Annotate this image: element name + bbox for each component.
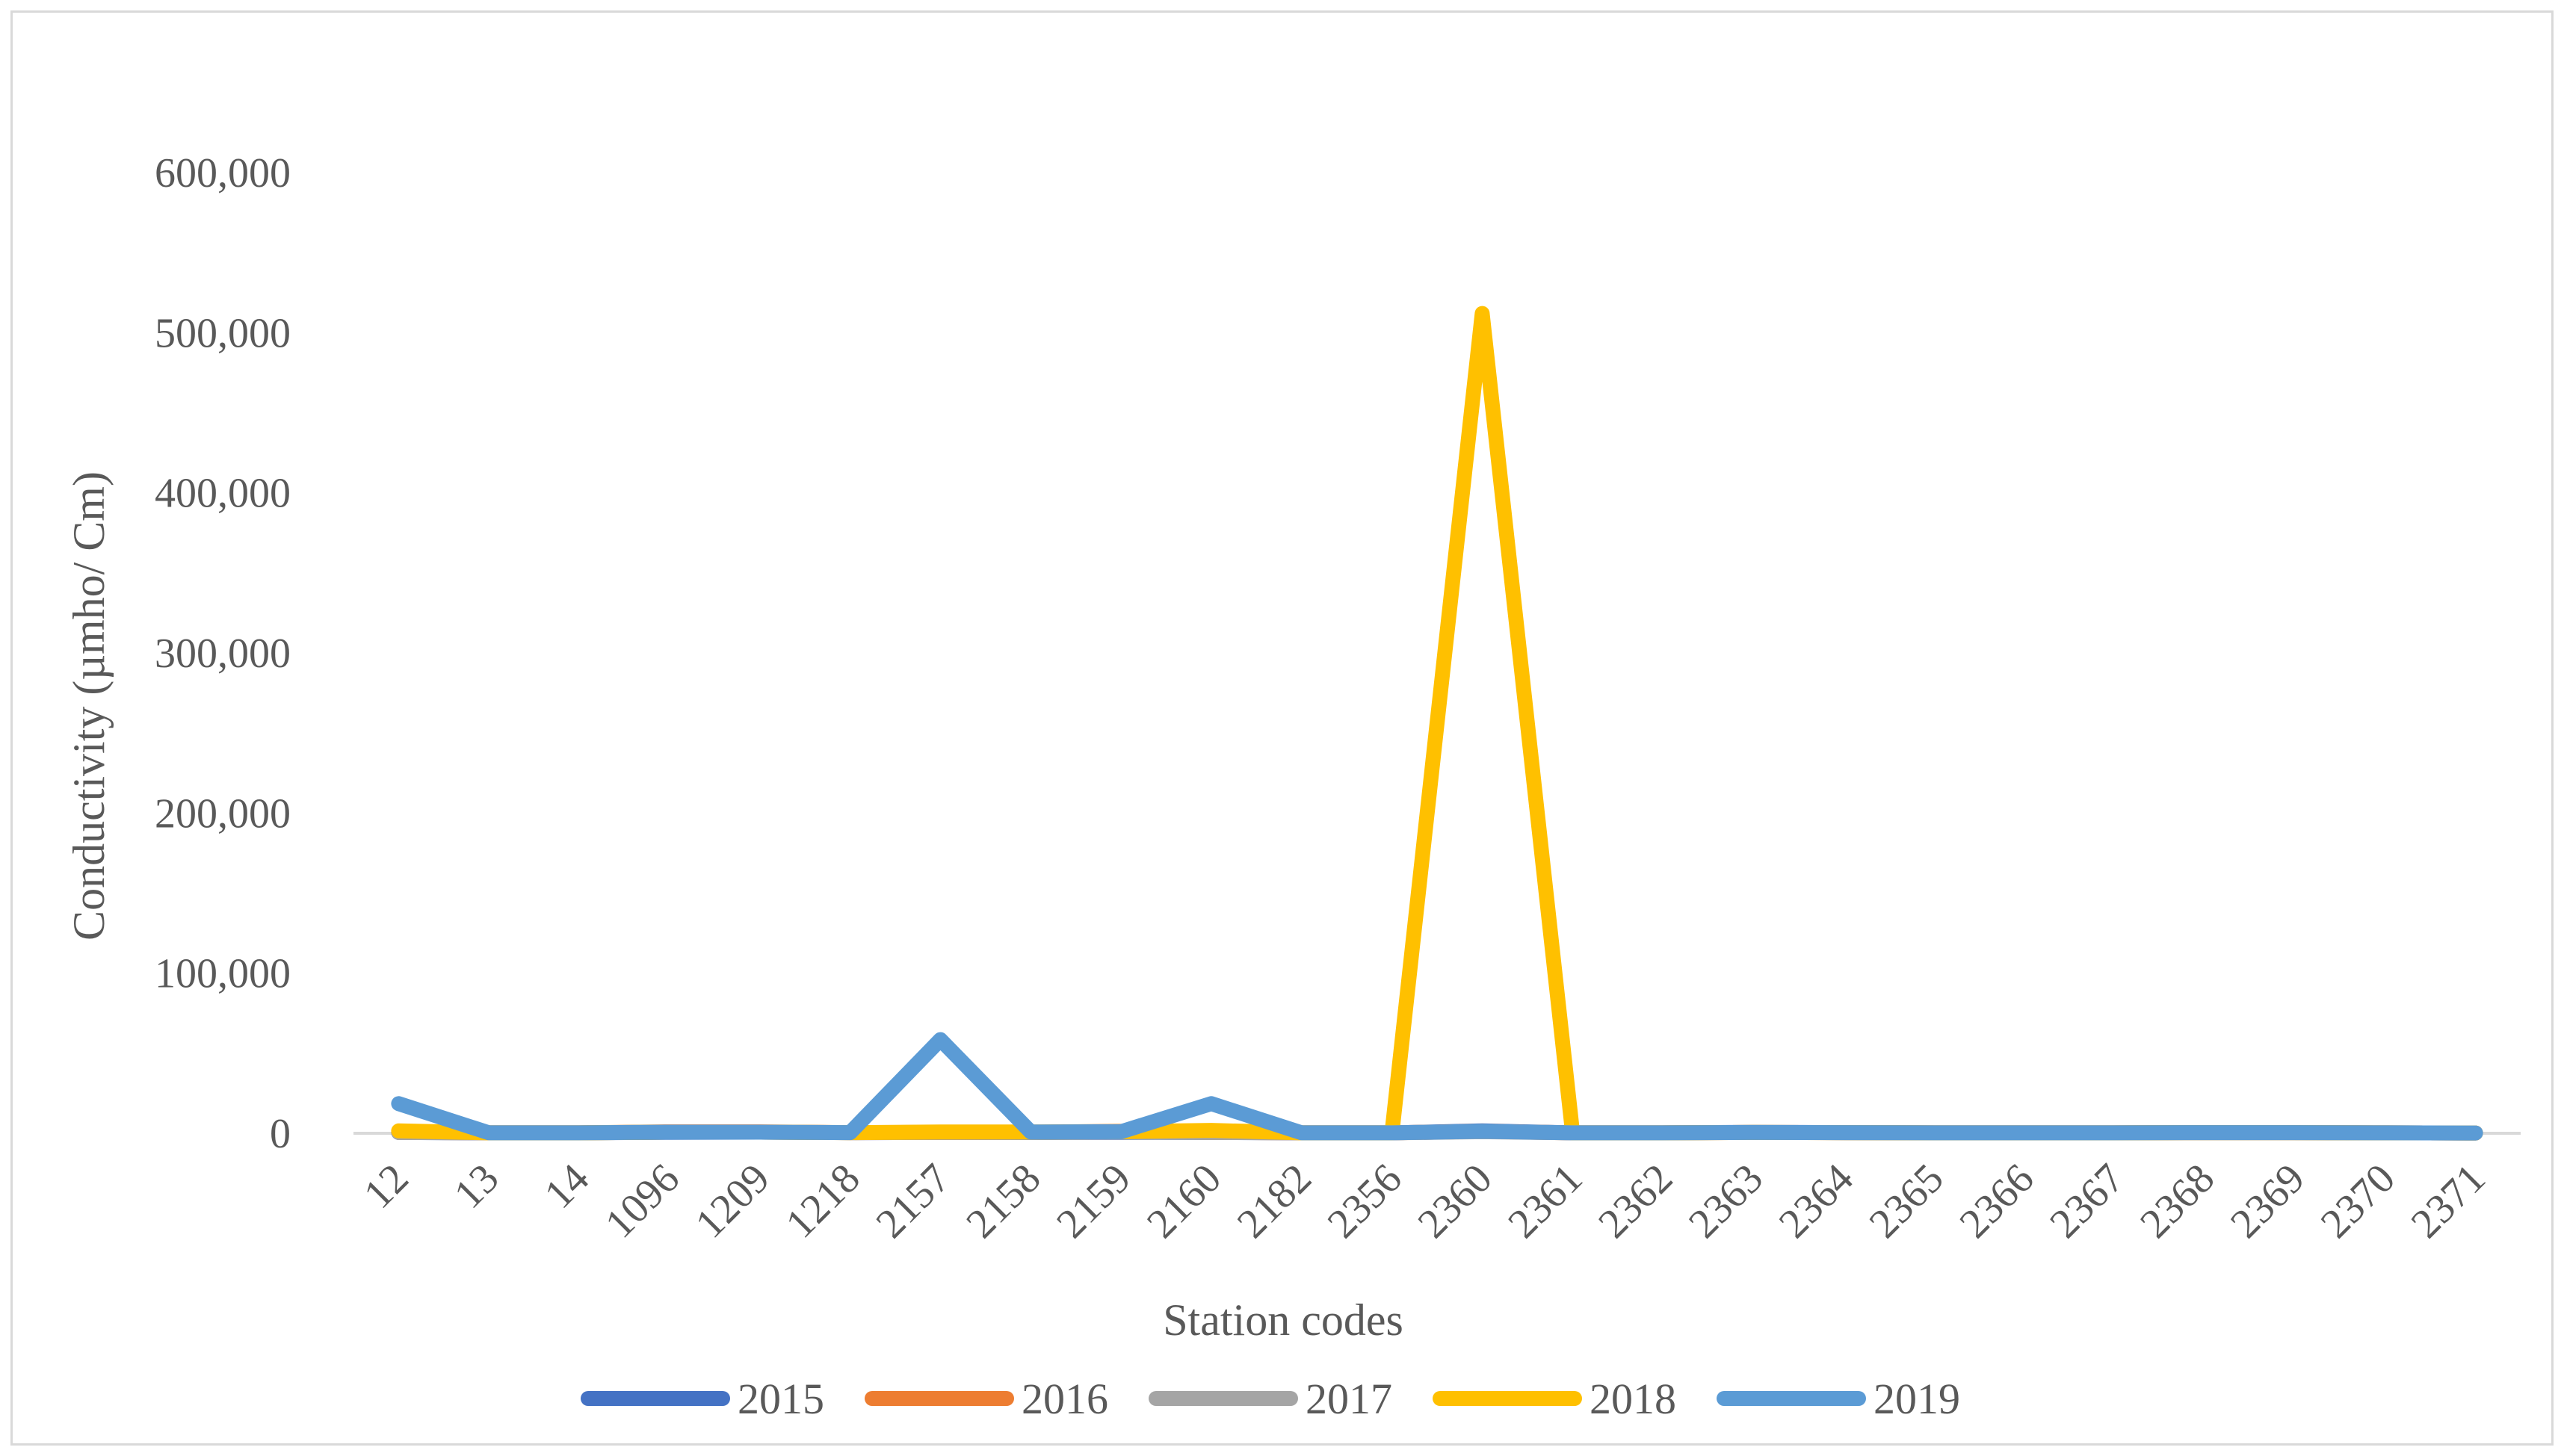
x-tick-label: 2360	[1409, 1155, 1501, 1247]
x-tick-label: 2366	[1951, 1155, 2043, 1247]
series-lines	[391, 306, 2483, 1141]
x-tick-label: 1218	[777, 1155, 869, 1247]
x-tick-label: 2362	[1590, 1155, 1681, 1247]
x-tick-label: 14	[536, 1155, 598, 1217]
x-tick-label: 1209	[687, 1155, 779, 1247]
y-tick-label: 400,000	[155, 471, 291, 517]
x-tick-label: 2361	[1499, 1155, 1591, 1247]
x-tick-label: 2365	[1861, 1155, 1953, 1247]
x-tick-label: 2363	[1680, 1155, 1772, 1247]
legend-label-2017: 2017	[1306, 1375, 1392, 1423]
line-chart: 0 100,000 200,000 300,000 400,000 500,000 600,…	[64, 150, 2521, 1423]
x-tick-label: 2158	[957, 1155, 1049, 1247]
x-tick-label: 2160	[1138, 1155, 1230, 1247]
y-tick-label: 500,000	[155, 310, 291, 356]
x-tick-label: 2356	[1319, 1155, 1411, 1247]
legend-label-2015: 2015	[738, 1375, 824, 1423]
x-tick-label: 2157	[868, 1155, 960, 1247]
x-tick-label: 2182	[1229, 1155, 1320, 1247]
x-tick-label: 12	[355, 1155, 417, 1217]
y-axis-title: Conductivity (µmho/ Cm)	[64, 471, 114, 941]
chart-frame: 0 100,000 200,000 300,000 400,000 500,000 600,…	[10, 10, 2554, 1446]
x-tick-label: 2159	[1048, 1155, 1140, 1247]
series-line-2018	[391, 306, 2483, 1141]
x-tick-label: 2370	[2312, 1155, 2404, 1247]
legend-label-2019: 2019	[1873, 1375, 1960, 1423]
x-tick-label: 2368	[2131, 1155, 2223, 1247]
legend: 2015 2016 2017 2018 2019	[581, 1375, 1960, 1423]
x-tick-label: 13	[445, 1155, 507, 1217]
x-tick-label: 2371	[2403, 1155, 2495, 1247]
series-line-2019	[391, 1032, 2483, 1141]
y-tick-label: 600,000	[155, 150, 291, 196]
x-tick-label: 2367	[2041, 1155, 2133, 1247]
legend-label-2018: 2018	[1590, 1375, 1676, 1423]
y-axis-ticks: 0 100,000 200,000 300,000 400,000 500,000 600,…	[155, 150, 291, 1157]
x-tick-label: 1096	[596, 1155, 688, 1247]
legend-label-2016: 2016	[1022, 1375, 1108, 1423]
y-tick-label: 300,000	[155, 631, 291, 677]
y-tick-label: 0	[270, 1111, 291, 1157]
x-tick-label: 2369	[2222, 1155, 2314, 1247]
y-tick-label: 200,000	[155, 790, 291, 837]
x-axis-ticks: 12 13 141096120912182157215821592160218223…	[355, 1155, 2495, 1247]
x-axis-title: Station codes	[1163, 1295, 1403, 1345]
x-tick-label: 2364	[1770, 1155, 1862, 1247]
y-tick-label: 100,000	[155, 951, 291, 997]
